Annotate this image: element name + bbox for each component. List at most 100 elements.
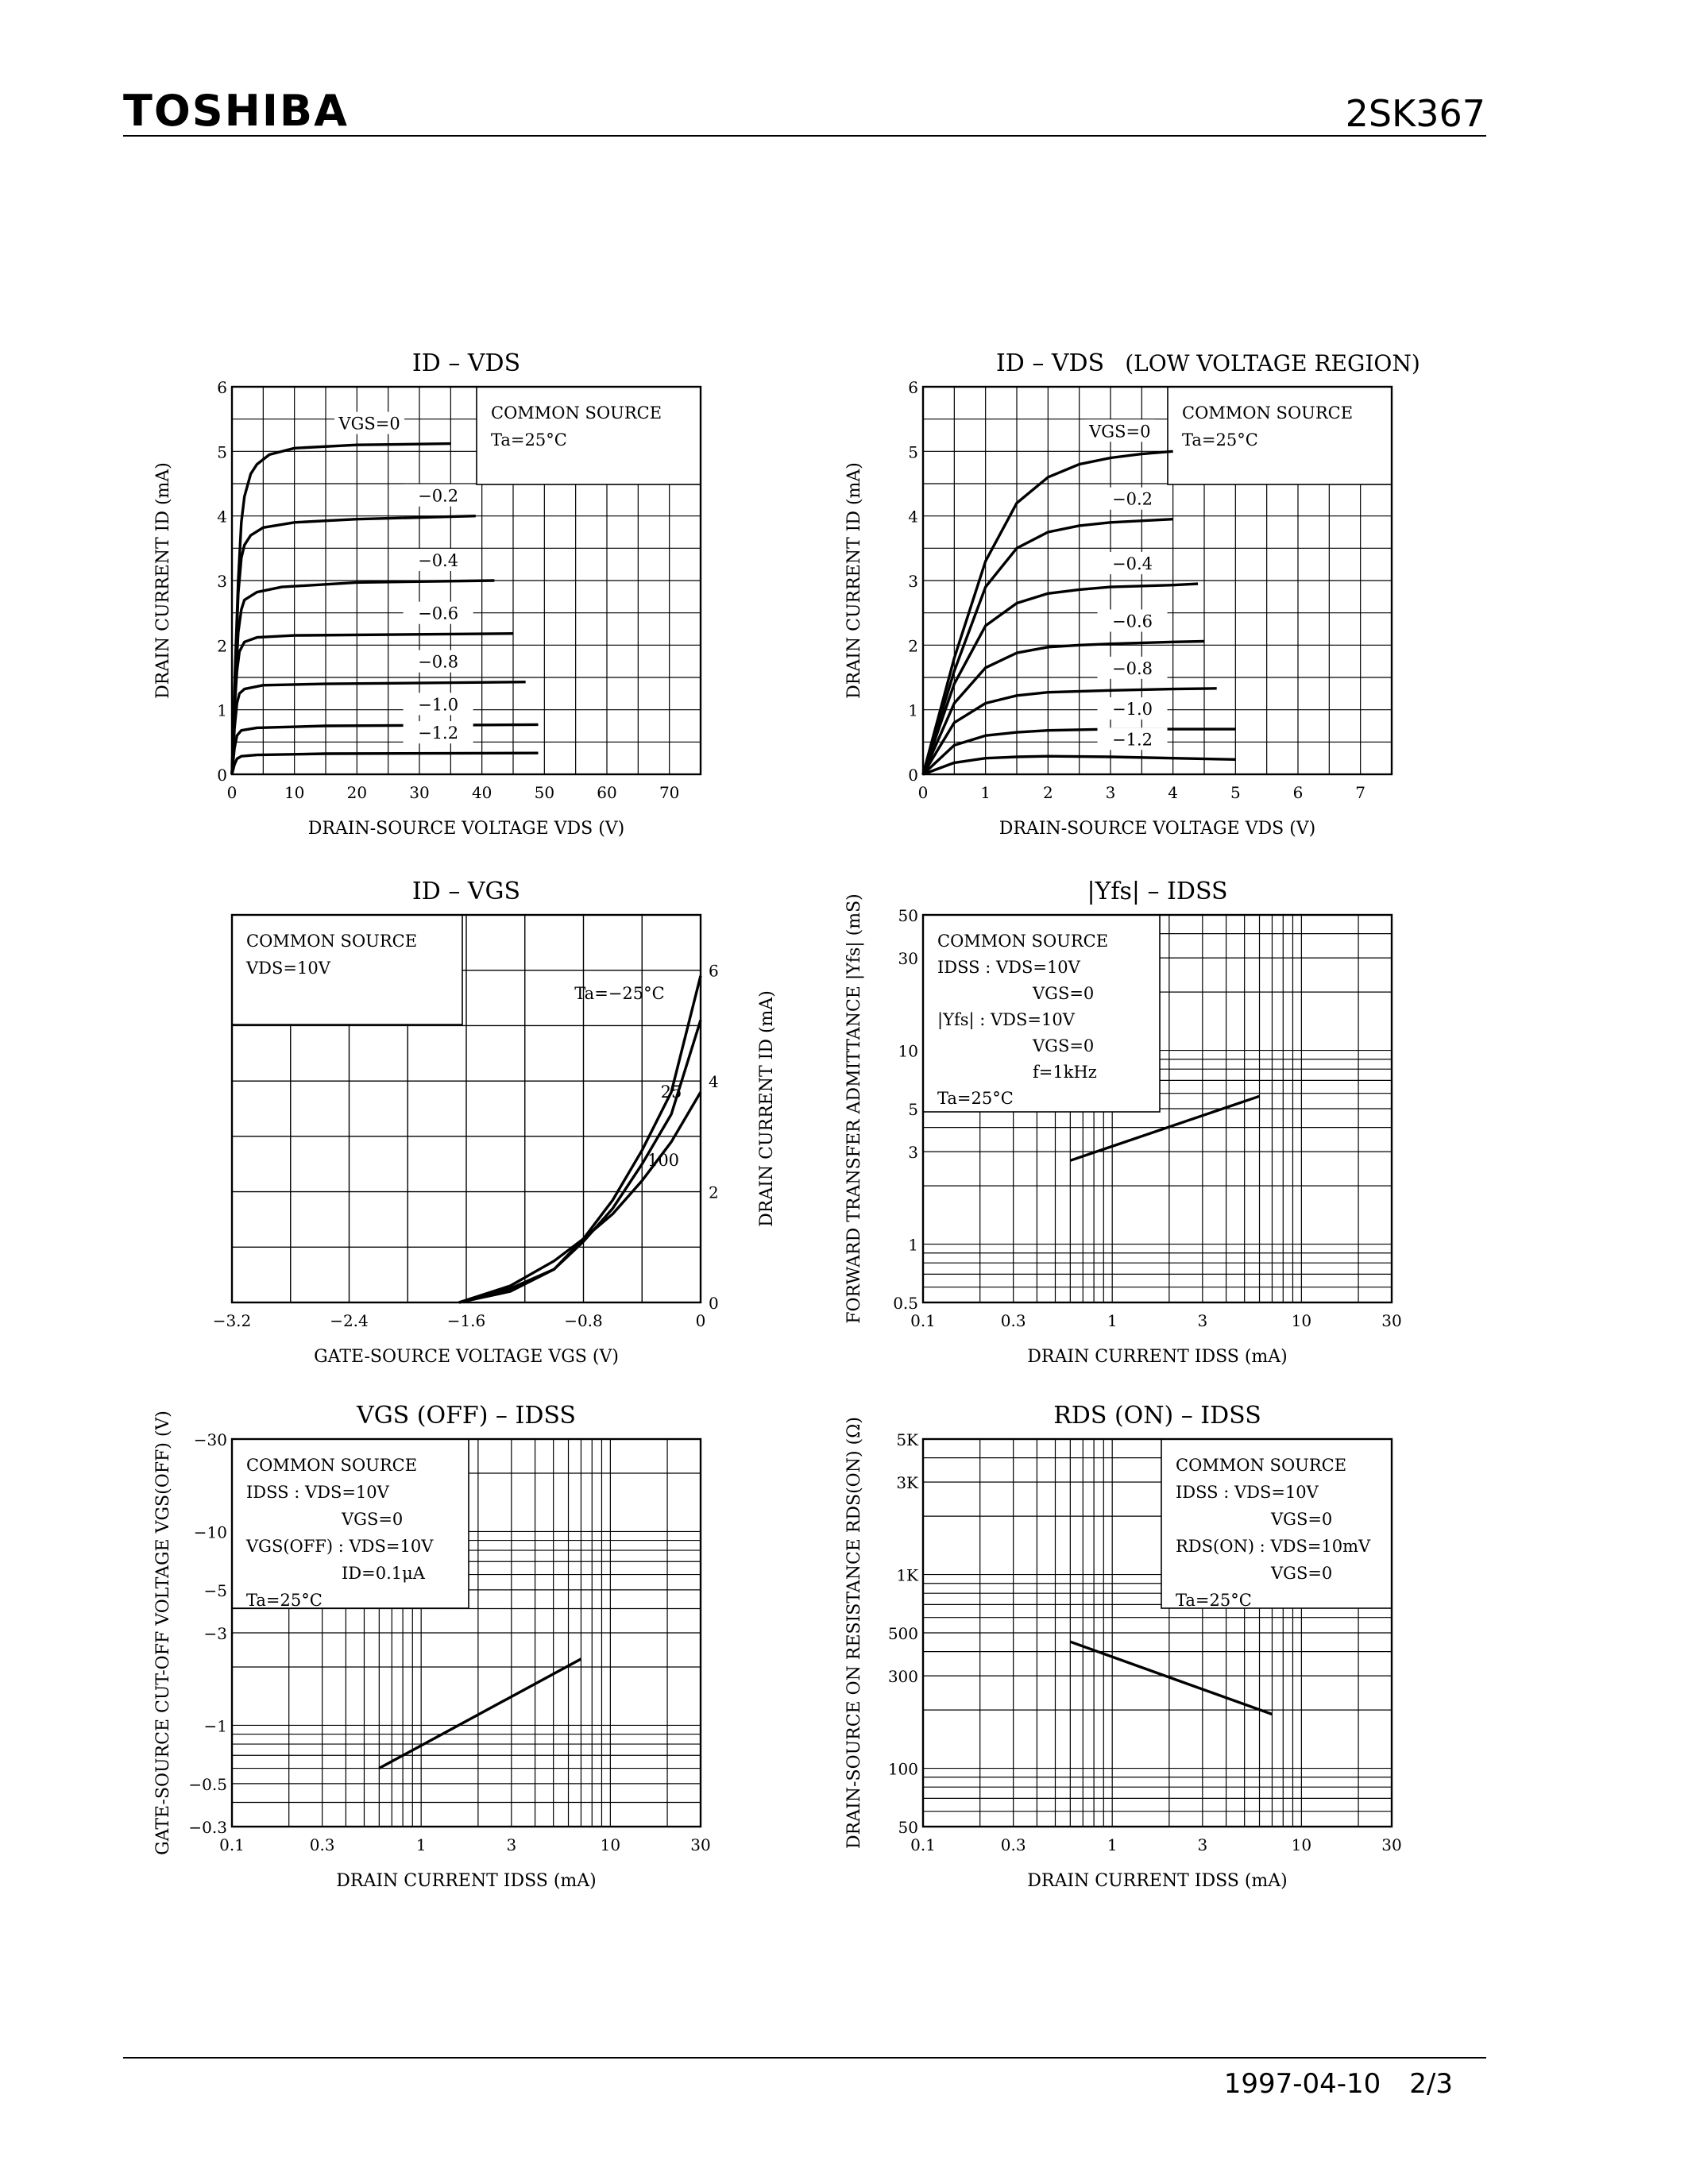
legend-entry: COMMON SOURCE xyxy=(491,403,662,423)
x-tick-label: 1 xyxy=(980,783,991,802)
x-tick-label: 0.3 xyxy=(1001,1311,1026,1330)
legend-box xyxy=(231,1438,469,1609)
x-tick-label: 40 xyxy=(472,783,492,802)
x-tick-label: 7 xyxy=(1355,783,1365,802)
series-label: 100 xyxy=(647,1151,679,1170)
chart-title: ID – VGS xyxy=(412,878,520,905)
series-line xyxy=(921,450,1173,775)
series-label: −0.2 xyxy=(418,487,458,506)
y-tick-label: 3 xyxy=(217,572,227,591)
y-tick-label: 50 xyxy=(898,906,918,925)
plot-frame xyxy=(230,385,702,776)
x-tick-label: 5 xyxy=(1230,783,1241,802)
legend-box xyxy=(1161,1438,1393,1609)
x-axis-label: GATE-SOURCE VOLTAGE VGS (V) xyxy=(314,1347,619,1367)
chart-c1: COMMON SOURCE Ta=25°C VGS=0 −0.2 −0.4 −0.6 −0.… xyxy=(153,349,702,839)
x-tick-label: 3 xyxy=(506,1835,516,1854)
footer-rule xyxy=(123,2057,1486,2059)
legend-entry: COMMON SOURCE xyxy=(1176,1456,1346,1475)
series-label: VGS=0 xyxy=(338,415,400,434)
series-line xyxy=(230,515,476,775)
chart-title: VGS (OFF) – IDSS xyxy=(356,1402,576,1430)
series-label: −1.0 xyxy=(418,695,458,714)
plot-frame xyxy=(230,1437,702,1828)
y-tick-label: 30 xyxy=(898,949,918,968)
y-tick-label: 4 xyxy=(908,507,918,527)
x-tick-label: 4 xyxy=(1168,783,1178,802)
legend-box xyxy=(922,914,1161,1113)
chart-c3: COMMON SOURCE VDS=10V Ta=−25°C 25 100 −3.2 −2.… xyxy=(213,878,777,1367)
chart-c2: COMMON SOURCE Ta=25°C VGS=0 −0.2 −0.4 −0.6 −0.… xyxy=(844,349,1420,839)
x-axis-label: DRAIN-SOURCE VOLTAGE VDS (V) xyxy=(999,819,1316,839)
series-label-bg xyxy=(403,549,473,571)
x-tick-label: 50 xyxy=(535,783,554,802)
chart-c4: COMMON SOURCE IDSS : VDS=10V VGS=0 |Yfs| : … xyxy=(844,878,1402,1367)
y-tick-label: 5 xyxy=(908,1100,918,1119)
x-tick-label: 10 xyxy=(1292,1311,1311,1330)
series-label: −1.0 xyxy=(1112,700,1153,719)
brand-logo: TOSHIBA xyxy=(123,86,349,136)
x-tick-label: 0.3 xyxy=(310,1835,335,1854)
series-line xyxy=(378,1657,582,1769)
series-line xyxy=(921,639,1205,775)
y-tick-label: 1K xyxy=(896,1566,919,1585)
series-line xyxy=(921,518,1173,775)
x-tick-label: 10 xyxy=(1292,1835,1311,1854)
y-tick-label: 100 xyxy=(888,1760,918,1779)
y-tick-label: 5 xyxy=(908,442,918,461)
legend-entry: IDSS : VDS=10V xyxy=(937,958,1081,977)
plot-frame xyxy=(230,913,702,1304)
series-label-bg xyxy=(403,650,473,673)
series-label-bg xyxy=(1097,609,1168,632)
series-line xyxy=(921,687,1217,775)
y-tick-label: 5K xyxy=(896,1430,919,1449)
x-tick-label: 3 xyxy=(1197,1835,1207,1854)
y-tick-label: 0.5 xyxy=(893,1294,918,1313)
series-label-bg xyxy=(1097,727,1168,751)
x-tick-label: 10 xyxy=(601,1835,620,1854)
legend-entry: VGS=0 xyxy=(1032,984,1094,1003)
series-label: Ta=−25°C xyxy=(574,984,664,1003)
legend-entry: VGS(OFF) : VDS=10V xyxy=(245,1537,434,1556)
y-tick-label: 5 xyxy=(217,442,227,461)
series-line xyxy=(921,582,1199,775)
series-label: 25 xyxy=(661,1082,682,1102)
series-label: −0.8 xyxy=(1112,659,1153,678)
x-tick-label: 10 xyxy=(284,783,304,802)
footer-date: 1997-04-10 xyxy=(1223,2068,1381,2100)
footer-page: 2/3 xyxy=(1409,2068,1453,2100)
series-label-bg xyxy=(403,484,473,507)
series-line xyxy=(458,975,702,1304)
header-rule xyxy=(123,135,1486,137)
chart-c5: COMMON SOURCE IDSS : VDS=10V VGS=0 VGS(OFF)… xyxy=(153,1402,711,1891)
x-tick-label: −3.2 xyxy=(213,1311,252,1330)
x-axis-label: DRAIN-SOURCE VOLTAGE VDS (V) xyxy=(308,819,625,839)
series-label-bg xyxy=(1097,656,1168,679)
legend-entry: |Yfs| : VDS=10V xyxy=(937,1010,1076,1030)
y-axis-label: GATE-SOURCE CUT-OFF VOLTAGE VGS(OFF) (V) xyxy=(153,1410,173,1855)
x-tick-label: 30 xyxy=(409,783,429,802)
x-tick-label: −1.6 xyxy=(447,1311,486,1330)
y-axis-label: FORWARD TRANSFER ADMITTANCE |Yfs| (mS) xyxy=(844,893,864,1324)
chart-c6: COMMON SOURCE IDSS : VDS=10V VGS=0 RDS(ON) … xyxy=(844,1402,1402,1891)
y-tick-label: −0.3 xyxy=(188,1818,227,1837)
y-axis-label: DRAIN CURRENT ID (mA) xyxy=(757,990,777,1227)
series-label: −0.6 xyxy=(1112,612,1153,631)
series-label-bg xyxy=(1097,697,1168,720)
y-tick-label: 0 xyxy=(709,1294,719,1313)
series-label-bg xyxy=(403,693,473,716)
series-label: −0.8 xyxy=(418,653,458,672)
y-tick-label: 0 xyxy=(217,766,227,785)
legend-entry: Ta=25°C xyxy=(1182,430,1258,450)
x-tick-label: 60 xyxy=(597,783,616,802)
legend-entry: COMMON SOURCE xyxy=(1182,403,1353,423)
y-tick-label: 1 xyxy=(908,701,918,720)
x-tick-label: 0 xyxy=(696,1311,706,1330)
plot-frame xyxy=(921,1437,1393,1828)
part-number: 2SK367 xyxy=(1345,92,1485,135)
x-tick-label: 1 xyxy=(1107,1311,1118,1330)
series-label: −0.4 xyxy=(1112,554,1153,573)
y-tick-label: 4 xyxy=(217,507,227,527)
y-tick-label: 1 xyxy=(217,701,227,720)
legend-entry: VGS=0 xyxy=(1270,1564,1332,1583)
